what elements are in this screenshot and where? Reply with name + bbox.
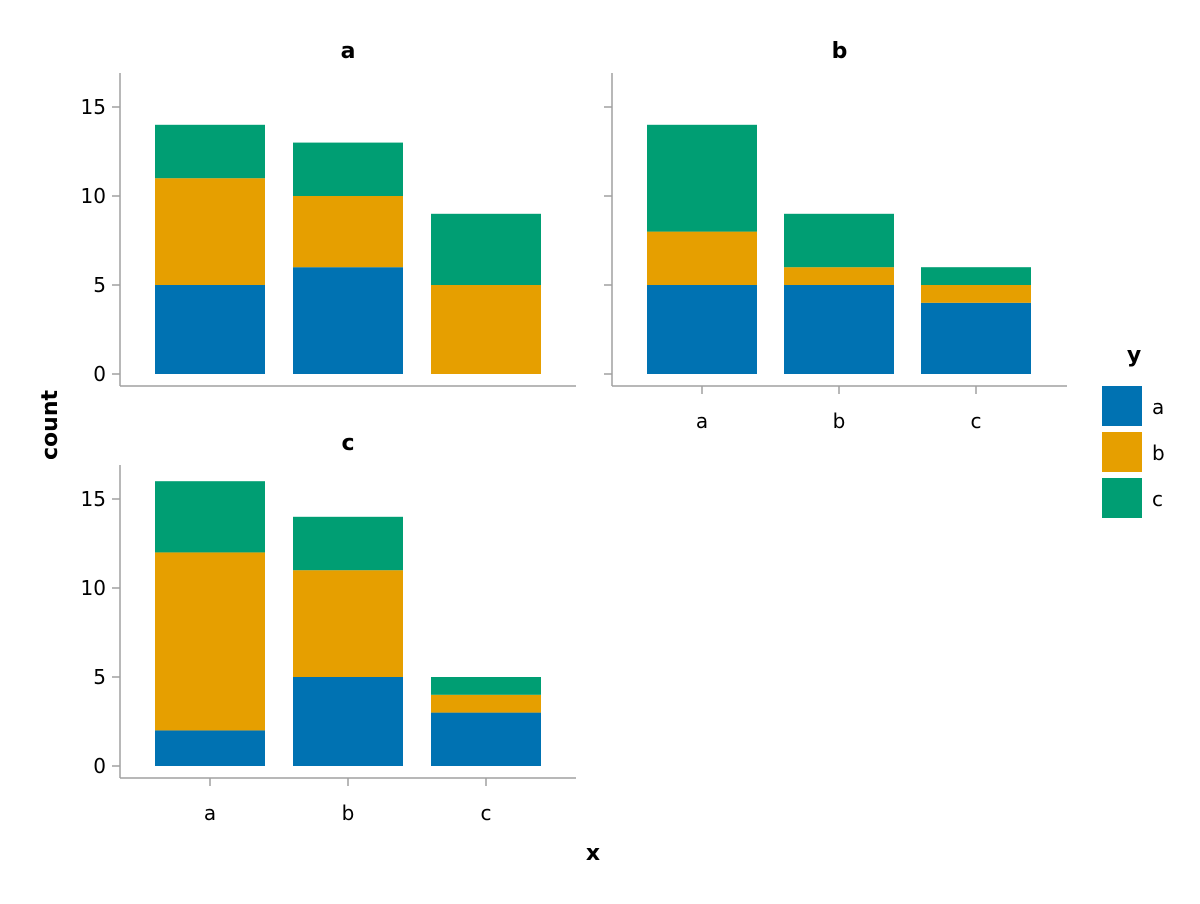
y-tick-label: 5 <box>93 665 106 689</box>
bar-b-c-b <box>921 285 1031 303</box>
legend-swatch-a <box>1102 386 1142 426</box>
bar-a-b-a <box>293 267 403 374</box>
bar-b-b-a <box>784 285 894 374</box>
legend-title: y <box>1127 343 1141 368</box>
facet-title: b <box>832 39 848 64</box>
bar-a-a-b <box>155 178 265 285</box>
x-tick-label: a <box>696 409 708 433</box>
facet-title: c <box>341 431 354 456</box>
y-tick-label: 0 <box>93 754 106 778</box>
legend: y abc <box>1102 343 1165 518</box>
x-tick-label: c <box>971 409 982 433</box>
facet-panel-b: b a b c <box>604 39 1067 433</box>
bar-b-c-a <box>921 302 1031 374</box>
y-tick-label: 0 <box>93 362 106 386</box>
y-tick-label: 10 <box>81 184 106 208</box>
bar-c-b-b <box>293 570 403 677</box>
legend-label-a: a <box>1152 395 1164 419</box>
legend-label-b: b <box>1152 441 1165 465</box>
y-axis-title: count <box>38 390 63 460</box>
x-axis-title: x <box>586 841 600 866</box>
x-tick-label: a <box>204 801 216 825</box>
bar-b-b-b <box>784 267 894 285</box>
facet-panel-c: c 0 5 10 15 a b c <box>81 431 576 825</box>
y-tick-label: 15 <box>81 487 106 511</box>
bar-c-a-c <box>155 481 265 553</box>
y-tick-label: 15 <box>81 95 106 119</box>
x-tick-label: c <box>481 801 492 825</box>
bar-c-c-c <box>431 677 541 695</box>
bar-b-a-a <box>647 285 757 374</box>
bar-a-a-c <box>155 124 265 179</box>
bar-a-c-c <box>431 213 541 285</box>
bar-c-b-a <box>293 677 403 766</box>
y-tick-label: 5 <box>93 273 106 297</box>
legend-swatch-c <box>1102 478 1142 518</box>
facet-panel-a: a 0 5 10 15 <box>81 39 576 387</box>
bar-a-b-b <box>293 196 403 268</box>
bar-a-c-b <box>431 285 541 374</box>
legend-swatch-b <box>1102 432 1142 472</box>
x-tick-label: b <box>342 801 355 825</box>
bar-b-c-c <box>921 267 1031 285</box>
bar-c-a-b <box>155 552 265 731</box>
bar-c-a-a <box>155 730 265 766</box>
legend-label-c: c <box>1152 487 1163 511</box>
bar-b-a-c <box>647 124 757 232</box>
y-tick-label: 10 <box>81 576 106 600</box>
facet-title: a <box>341 39 356 64</box>
bar-a-a-a <box>155 285 265 374</box>
bar-c-c-a <box>431 712 541 766</box>
bar-a-b-c <box>293 142 403 196</box>
bar-c-b-c <box>293 516 403 571</box>
x-tick-label: b <box>833 409 846 433</box>
bar-b-a-b <box>647 231 757 285</box>
bar-b-b-c <box>784 213 894 268</box>
bar-c-c-b <box>431 694 541 713</box>
